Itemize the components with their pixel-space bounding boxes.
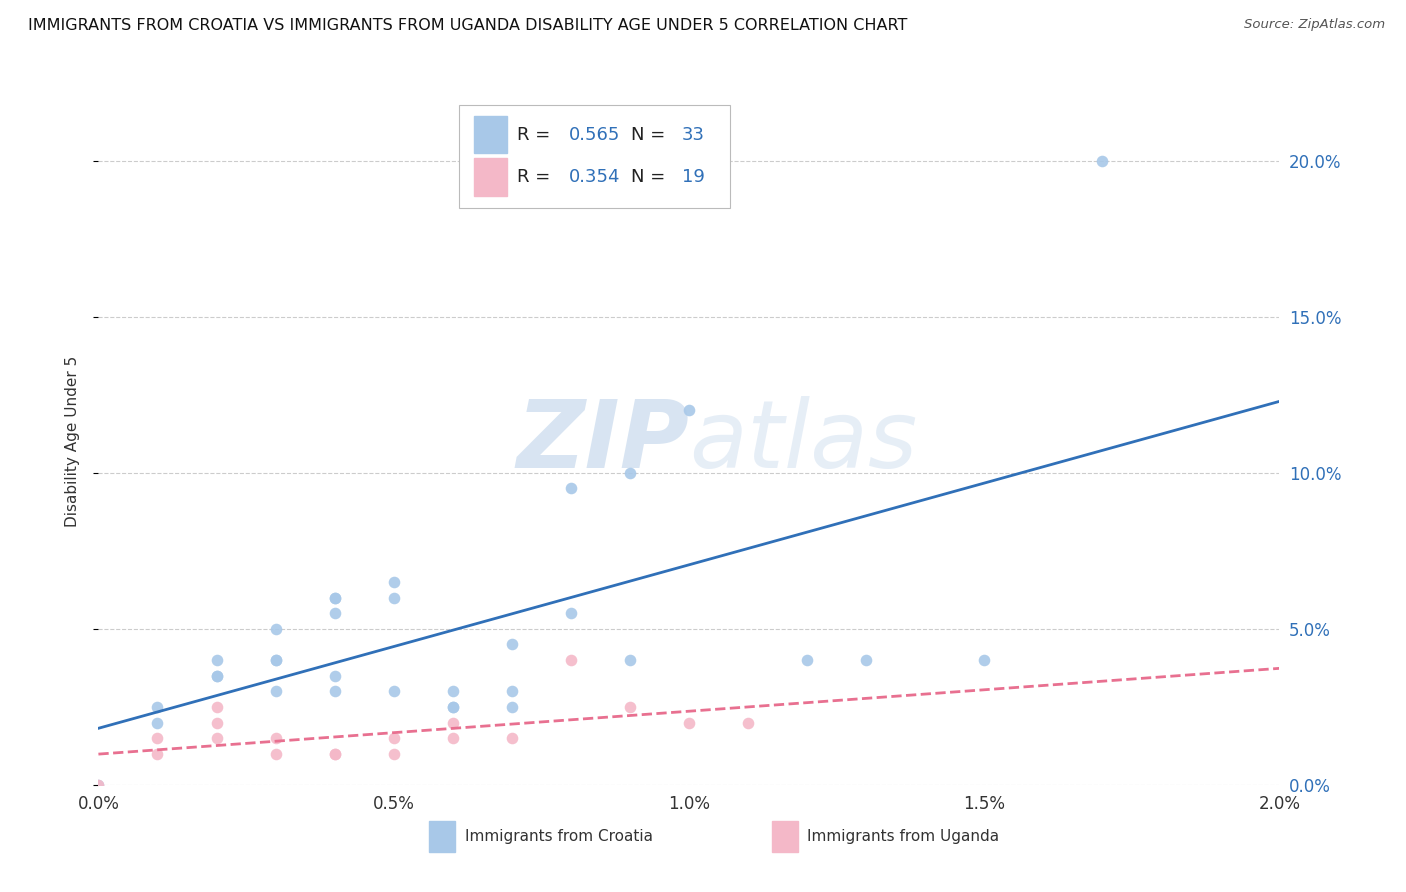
Bar xyxy=(474,158,508,196)
Point xyxy=(382,731,405,746)
Point xyxy=(796,653,818,667)
Text: N =: N = xyxy=(631,168,671,186)
Point xyxy=(87,778,110,792)
Point xyxy=(382,574,405,589)
Bar xyxy=(474,116,508,153)
Point xyxy=(441,699,464,714)
Point xyxy=(560,607,582,621)
Text: Immigrants from Uganda: Immigrants from Uganda xyxy=(807,829,1000,844)
Text: 0.354: 0.354 xyxy=(568,168,620,186)
Point xyxy=(323,747,346,761)
Text: Immigrants from Croatia: Immigrants from Croatia xyxy=(464,829,652,844)
Point xyxy=(264,747,287,761)
Point xyxy=(1091,153,1114,168)
Point xyxy=(264,731,287,746)
Point xyxy=(323,684,346,698)
Text: ZIP: ZIP xyxy=(516,395,689,488)
Point xyxy=(382,684,405,698)
FancyBboxPatch shape xyxy=(458,105,730,208)
Point xyxy=(382,747,405,761)
Point xyxy=(146,747,169,761)
Point xyxy=(205,699,228,714)
Point xyxy=(441,731,464,746)
Point xyxy=(382,591,405,605)
Point xyxy=(323,591,346,605)
Point xyxy=(323,669,346,683)
Point xyxy=(619,699,641,714)
Point xyxy=(323,607,346,621)
Text: N =: N = xyxy=(631,126,671,144)
Point xyxy=(441,715,464,730)
Point xyxy=(146,715,169,730)
Point xyxy=(501,731,523,746)
Point xyxy=(323,591,346,605)
Text: IMMIGRANTS FROM CROATIA VS IMMIGRANTS FROM UGANDA DISABILITY AGE UNDER 5 CORRELA: IMMIGRANTS FROM CROATIA VS IMMIGRANTS FR… xyxy=(28,18,907,33)
Text: R =: R = xyxy=(516,168,555,186)
Bar xyxy=(772,821,797,852)
Text: atlas: atlas xyxy=(689,396,917,487)
Point xyxy=(855,653,877,667)
Text: Source: ZipAtlas.com: Source: ZipAtlas.com xyxy=(1244,18,1385,31)
Point xyxy=(205,669,228,683)
Point xyxy=(560,653,582,667)
Point xyxy=(501,684,523,698)
Point xyxy=(205,731,228,746)
Point xyxy=(264,622,287,636)
Text: 0.565: 0.565 xyxy=(568,126,620,144)
Point xyxy=(205,653,228,667)
Bar xyxy=(429,821,456,852)
Text: 33: 33 xyxy=(682,126,704,144)
Point xyxy=(146,699,169,714)
Point xyxy=(323,747,346,761)
Point xyxy=(146,731,169,746)
Point xyxy=(678,715,700,730)
Point xyxy=(205,669,228,683)
Point xyxy=(264,653,287,667)
Point xyxy=(501,637,523,651)
Point xyxy=(619,653,641,667)
Point xyxy=(560,482,582,496)
Point xyxy=(441,699,464,714)
Point xyxy=(501,699,523,714)
Point xyxy=(973,653,995,667)
Point xyxy=(441,684,464,698)
Point xyxy=(678,403,700,417)
Text: R =: R = xyxy=(516,126,555,144)
Y-axis label: Disability Age Under 5: Disability Age Under 5 xyxy=(65,356,80,527)
Point xyxy=(87,778,110,792)
Text: 19: 19 xyxy=(682,168,704,186)
Point xyxy=(264,653,287,667)
Point xyxy=(737,715,759,730)
Point xyxy=(205,715,228,730)
Point xyxy=(619,466,641,480)
Point xyxy=(264,684,287,698)
